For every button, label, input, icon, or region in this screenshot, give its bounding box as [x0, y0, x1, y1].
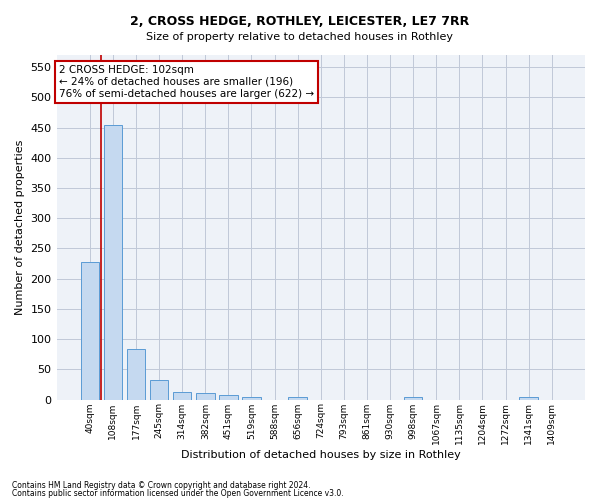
Y-axis label: Number of detached properties: Number of detached properties	[15, 140, 25, 315]
Bar	[242, 396, 261, 400]
Text: Contains public sector information licensed under the Open Government Licence v3: Contains public sector information licen…	[12, 489, 344, 498]
Bar	[219, 396, 238, 400]
Bar	[150, 380, 169, 400]
Bar	[127, 350, 145, 400]
Text: 2, CROSS HEDGE, ROTHLEY, LEICESTER, LE7 7RR: 2, CROSS HEDGE, ROTHLEY, LEICESTER, LE7 …	[130, 15, 470, 28]
Bar	[196, 394, 215, 400]
Bar	[520, 397, 538, 400]
Text: Size of property relative to detached houses in Rothley: Size of property relative to detached ho…	[146, 32, 454, 42]
Bar	[404, 397, 422, 400]
Bar	[173, 392, 191, 400]
Text: Contains HM Land Registry data © Crown copyright and database right 2024.: Contains HM Land Registry data © Crown c…	[12, 480, 311, 490]
Text: 2 CROSS HEDGE: 102sqm
← 24% of detached houses are smaller (196)
76% of semi-det: 2 CROSS HEDGE: 102sqm ← 24% of detached …	[59, 66, 314, 98]
Bar	[104, 124, 122, 400]
X-axis label: Distribution of detached houses by size in Rothley: Distribution of detached houses by size …	[181, 450, 461, 460]
Bar	[80, 262, 99, 400]
Bar	[289, 397, 307, 400]
